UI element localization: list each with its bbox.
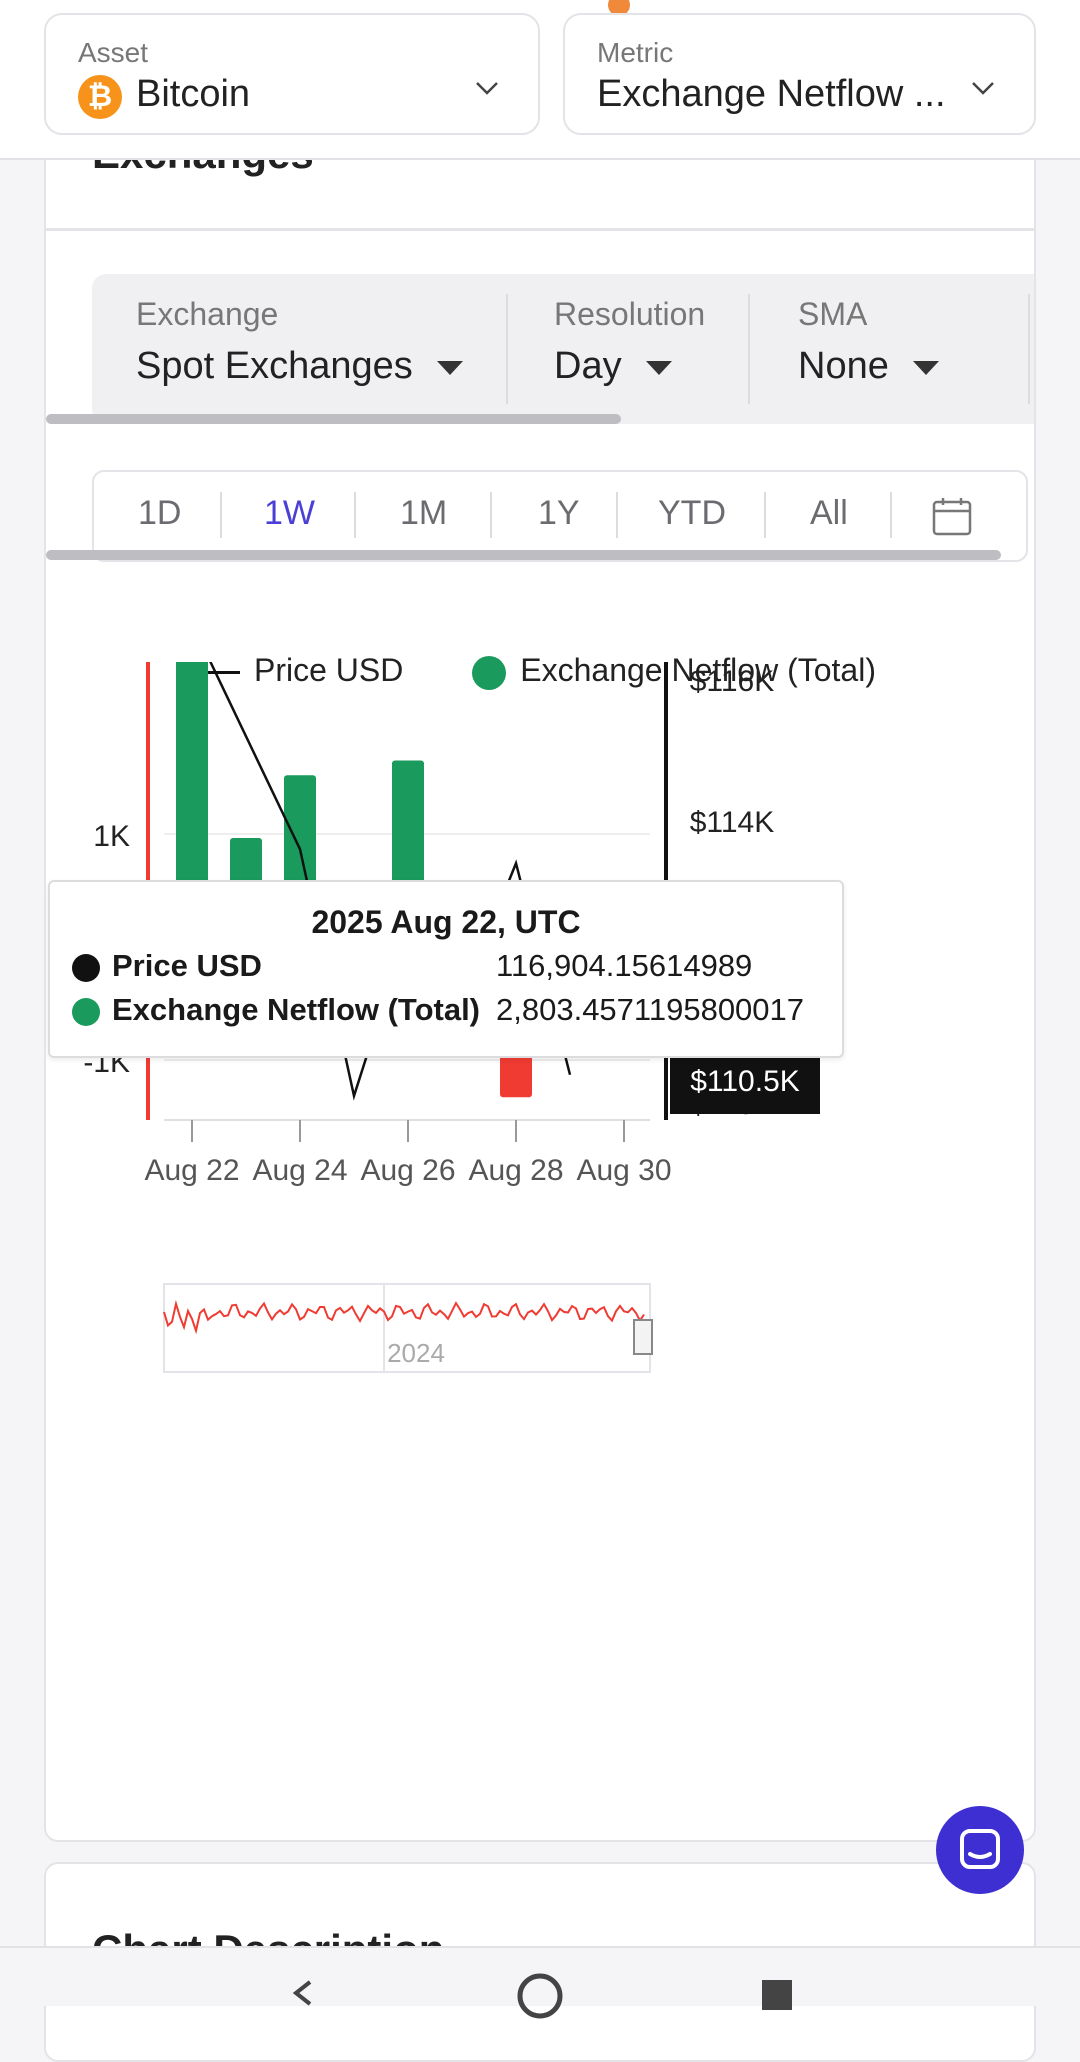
- netflow-dot-icon: [72, 997, 100, 1026]
- divider: [616, 492, 618, 538]
- divider: [890, 492, 892, 538]
- netflow-dot-swatch: [472, 655, 507, 690]
- divider: [354, 492, 356, 538]
- asset-selector[interactable]: Asset ₿ Bitcoin: [44, 13, 540, 135]
- divider: [46, 228, 1034, 231]
- divider: [506, 294, 508, 404]
- range-1d-button[interactable]: 1D: [138, 494, 182, 532]
- resolution-filter[interactable]: Resolution Day: [554, 296, 705, 388]
- notification-dot: [608, 0, 630, 16]
- navigator-frame: [163, 1283, 651, 1373]
- price-dot-icon: [72, 953, 100, 982]
- caret-down-icon: [436, 360, 463, 375]
- x-tick-label: Aug 30: [576, 1154, 671, 1187]
- caret-down-icon: [645, 360, 672, 375]
- divider: [748, 294, 750, 404]
- caret-down-icon: [912, 360, 939, 375]
- metric-value: Exchange Netflow ...: [597, 73, 946, 115]
- current-price-value: $110.5K: [690, 1065, 800, 1098]
- chart-tooltip: 2025 Aug 22, UTC Price USD 116,904.15614…: [48, 880, 844, 1058]
- bitcoin-icon: ₿: [78, 75, 122, 119]
- recents-icon[interactable]: [760, 1978, 794, 2012]
- tooltip-price-value: 116,904.15614989: [496, 948, 753, 983]
- filter-value: Spot Exchanges: [136, 345, 413, 387]
- chevron-down-icon: [972, 82, 994, 95]
- home-icon[interactable]: [514, 1970, 566, 2022]
- range-scrollbar[interactable]: [46, 550, 1001, 560]
- chat-icon: [960, 1829, 1000, 1869]
- asset-label: Asset: [78, 37, 149, 68]
- tooltip-title: 2025 Aug 22, UTC: [311, 904, 581, 940]
- divider: [490, 492, 492, 538]
- x-tick-label: Aug 28: [468, 1154, 563, 1187]
- range-1w-button[interactable]: 1W: [264, 494, 315, 532]
- x-tick-label: Aug 22: [144, 1154, 239, 1187]
- price-line-swatch: [196, 671, 240, 675]
- filter-label: Resolution: [554, 296, 706, 332]
- legend-netflow[interactable]: Exchange Netflow (Total): [520, 652, 876, 688]
- filter-label: SMA: [798, 296, 868, 332]
- divider: [764, 492, 766, 538]
- range-ytd-button[interactable]: YTD: [658, 494, 726, 532]
- filter-scrollbar[interactable]: [46, 414, 621, 424]
- chevron-down-icon: [476, 82, 498, 95]
- tooltip-price-label: Price USD: [112, 948, 262, 983]
- sma-filter[interactable]: SMA None: [798, 296, 939, 388]
- navigator-year-label: 2024: [387, 1338, 445, 1368]
- filter-value: None: [798, 345, 889, 387]
- filter-value: Day: [554, 345, 622, 387]
- chart-legend: Price USD Exchange Netflow (Total): [196, 652, 876, 690]
- filter-label: Exchange: [136, 296, 279, 332]
- x-tick-label: Aug 24: [252, 1154, 347, 1187]
- tooltip-netflow-value: 2,803.4571195800017: [496, 992, 805, 1027]
- range-1m-button[interactable]: 1M: [400, 494, 448, 532]
- divider: [1028, 294, 1030, 404]
- legend-price[interactable]: Price USD: [254, 652, 404, 688]
- netflow-chart[interactable]: CryptoQuant3K1K0-1K$116K$114K$112K$110KA…: [46, 662, 1036, 1842]
- tooltip-netflow-label: Exchange Netflow (Total): [112, 992, 481, 1027]
- asset-value: Bitcoin: [136, 73, 251, 115]
- calendar-icon[interactable]: [932, 496, 972, 536]
- divider: [220, 492, 222, 538]
- left-tick-label: 1K: [93, 820, 130, 853]
- x-tick-label: Aug 26: [360, 1154, 455, 1187]
- navigator-handle: [633, 1319, 653, 1355]
- chart-card: Exchanges Exchange Spot Exchanges Resolu…: [44, 100, 1036, 1842]
- metric-label: Metric: [597, 37, 674, 68]
- range-all-button[interactable]: All: [810, 494, 848, 532]
- metric-selector[interactable]: Metric Exchange Netflow ...: [563, 13, 1036, 135]
- chat-button[interactable]: [936, 1806, 1024, 1894]
- range-selector: 1D 1W 1M 1Y YTD All: [92, 470, 1028, 562]
- right-tick-label: $114K: [690, 806, 775, 839]
- filter-bar: Exchange Spot Exchanges Resolution Day S…: [92, 274, 1034, 424]
- right-tick-label: $116K: [690, 665, 775, 698]
- netflow-bar: [176, 662, 208, 947]
- system-nav-bar: [0, 1946, 1080, 2019]
- top-bar: Asset ₿ Bitcoin Metric Exchange Netflow …: [0, 0, 1080, 160]
- range-1y-button[interactable]: 1Y: [538, 494, 580, 532]
- navigator-series: [163, 1299, 645, 1335]
- back-icon[interactable]: [288, 1978, 318, 2008]
- exchange-filter[interactable]: Exchange Spot Exchanges: [136, 296, 463, 388]
